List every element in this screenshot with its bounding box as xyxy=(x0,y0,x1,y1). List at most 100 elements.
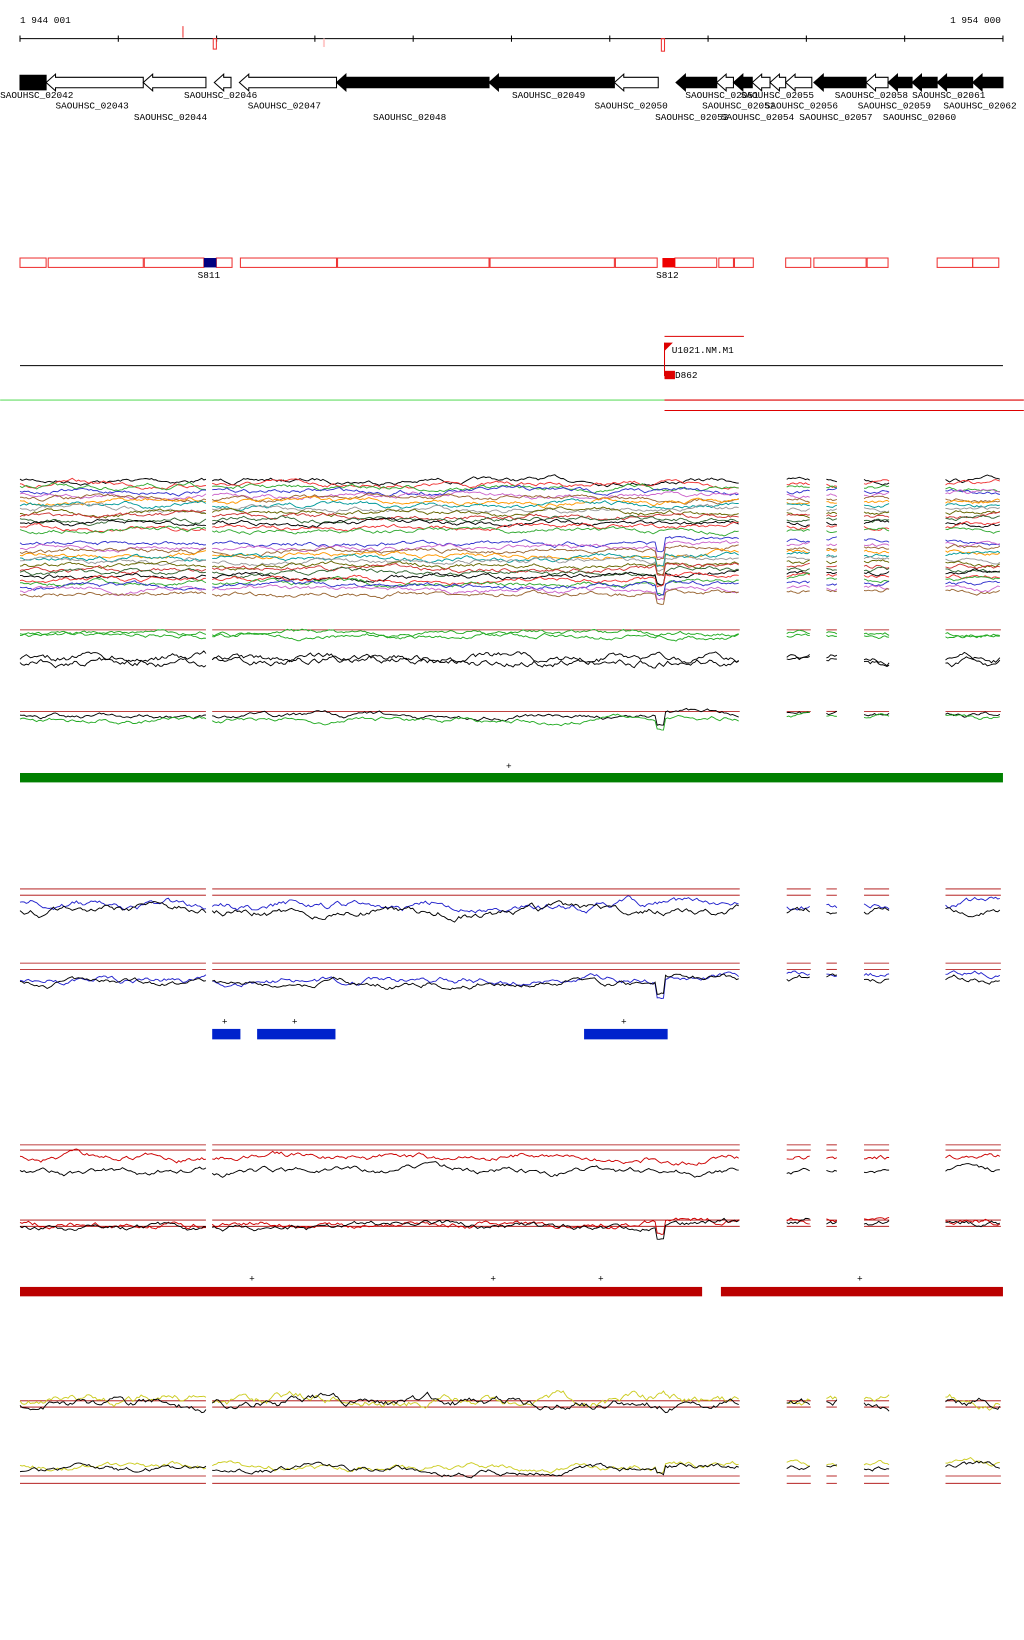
signal-line xyxy=(786,549,810,554)
gene-arrow xyxy=(911,73,938,93)
signal-line xyxy=(19,560,207,569)
signal-line xyxy=(863,660,890,667)
signal-line xyxy=(864,485,890,489)
gene-arrow xyxy=(813,73,867,93)
signal-line xyxy=(863,972,890,978)
signal-line xyxy=(863,658,890,667)
green-bar xyxy=(20,772,1003,783)
signal-line xyxy=(211,584,739,601)
signal-line xyxy=(786,485,810,488)
gene-label: SAOUHSC_02061 xyxy=(912,90,986,101)
signal-line xyxy=(863,632,890,636)
signal-line xyxy=(863,1459,890,1466)
signal-line xyxy=(863,713,890,719)
signal-line xyxy=(786,541,810,547)
signal-line xyxy=(19,555,206,566)
signal-line xyxy=(19,477,206,490)
gene-label: SAOUHSC_02047 xyxy=(248,101,321,112)
signal-line xyxy=(863,499,890,504)
feature-label: S812 xyxy=(656,270,679,281)
signal-line xyxy=(863,1402,890,1412)
signal-line xyxy=(945,907,1001,918)
signal-line xyxy=(786,590,810,594)
signal-line xyxy=(19,492,207,501)
signal-line xyxy=(826,1395,838,1400)
red-bar xyxy=(720,1286,1003,1297)
signal-line xyxy=(863,578,890,584)
signal-line xyxy=(826,631,838,635)
signal-line xyxy=(786,572,810,578)
blue-bar xyxy=(584,1028,668,1040)
gene-label: SAOUHSC_02052 xyxy=(702,101,775,112)
signal-line xyxy=(945,479,1000,486)
strand-marker: + xyxy=(222,1017,228,1028)
signal-line xyxy=(826,493,838,497)
gene-arrow xyxy=(769,73,787,93)
signal-line xyxy=(826,511,838,515)
signal-line xyxy=(786,974,810,982)
signal-line xyxy=(863,518,890,523)
feature-box xyxy=(733,257,754,268)
signal-line xyxy=(945,522,1000,528)
strand-marker: + xyxy=(621,1017,627,1028)
signal-line xyxy=(945,506,1001,510)
signal-line xyxy=(945,503,1000,508)
signal-line xyxy=(863,538,890,543)
signal-line xyxy=(212,973,739,995)
signal-line xyxy=(212,517,739,528)
signal-line xyxy=(212,551,739,567)
gene-label: SAOUHSC_02048 xyxy=(373,112,447,123)
signal-line xyxy=(786,559,810,564)
signal-line xyxy=(19,1166,207,1177)
ruler-start: 1 944 001 xyxy=(20,15,71,26)
signal-line xyxy=(945,498,1001,504)
signal-line xyxy=(826,710,838,716)
signal-line xyxy=(863,479,890,485)
annotation-label: U1021.NM.M1 xyxy=(672,345,734,356)
signal-line xyxy=(786,1155,810,1160)
feature-box xyxy=(718,257,734,268)
signal-line xyxy=(826,565,838,568)
signal-line xyxy=(826,577,838,580)
signal-line xyxy=(19,900,207,919)
signal-line xyxy=(786,497,810,503)
feature-box xyxy=(143,257,205,268)
signal-line xyxy=(19,508,207,519)
gene-label: SAOUHSC_02044 xyxy=(134,112,208,123)
signal-line xyxy=(19,1462,207,1473)
signal-line xyxy=(19,897,207,911)
signal-line xyxy=(786,519,810,523)
signal-line xyxy=(212,631,739,642)
signal-line xyxy=(211,474,739,488)
signal-line xyxy=(826,1464,838,1468)
signal-line xyxy=(826,536,838,541)
gene-arrow xyxy=(238,73,338,93)
signal-line xyxy=(211,571,739,588)
signal-line xyxy=(211,713,739,731)
gene-arrow xyxy=(936,73,974,93)
signal-line xyxy=(786,1459,810,1467)
signal-line xyxy=(863,584,890,590)
signal-line xyxy=(863,549,890,555)
signal-line xyxy=(945,651,1001,664)
signal-line xyxy=(826,589,837,593)
signal-line xyxy=(826,973,837,978)
signal-line xyxy=(826,498,838,501)
signal-line xyxy=(212,1390,739,1409)
gene-label: SAOUHSC_02055 xyxy=(741,90,815,101)
signal-line xyxy=(19,543,207,553)
signal-line xyxy=(863,1466,890,1472)
signal-line xyxy=(945,1153,1001,1160)
signal-line xyxy=(212,478,739,490)
signal-line xyxy=(863,543,890,547)
feature-box xyxy=(19,257,47,268)
gene-arrow xyxy=(613,73,659,93)
signal-line xyxy=(826,654,838,659)
ruler-mark xyxy=(212,38,217,50)
signal-line xyxy=(19,1221,207,1231)
signal-line xyxy=(19,650,207,667)
signal-line xyxy=(945,1218,1001,1226)
signal-line xyxy=(945,896,1000,909)
signal-line xyxy=(945,584,1000,593)
signal-line xyxy=(786,547,810,551)
